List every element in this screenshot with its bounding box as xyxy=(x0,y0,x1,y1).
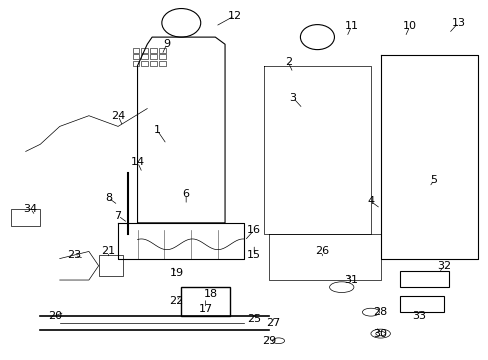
Text: 32: 32 xyxy=(436,261,450,271)
Text: 6: 6 xyxy=(183,189,189,199)
Bar xyxy=(181,287,229,316)
Bar xyxy=(159,54,165,59)
Bar xyxy=(150,48,157,53)
Bar xyxy=(99,255,122,276)
Text: 2: 2 xyxy=(284,57,291,67)
Bar xyxy=(159,48,165,53)
Bar xyxy=(11,208,40,226)
Text: 14: 14 xyxy=(130,157,144,167)
Bar xyxy=(150,61,157,66)
Bar xyxy=(132,54,139,59)
Text: 20: 20 xyxy=(48,311,62,321)
Text: 18: 18 xyxy=(203,289,217,299)
Bar xyxy=(132,48,139,53)
Text: 31: 31 xyxy=(344,275,358,285)
Bar xyxy=(399,271,448,287)
Text: 9: 9 xyxy=(163,39,170,49)
Text: 8: 8 xyxy=(104,193,112,203)
Text: 21: 21 xyxy=(101,247,115,256)
Bar xyxy=(141,48,148,53)
Text: 5: 5 xyxy=(430,175,437,185)
Text: 7: 7 xyxy=(114,211,122,221)
Text: 22: 22 xyxy=(169,296,183,306)
Text: 28: 28 xyxy=(373,307,387,317)
Text: 26: 26 xyxy=(315,247,329,256)
Text: 12: 12 xyxy=(227,11,242,21)
Text: 10: 10 xyxy=(402,21,416,31)
Text: 23: 23 xyxy=(67,250,81,260)
Text: 25: 25 xyxy=(246,314,261,324)
Text: 33: 33 xyxy=(412,311,426,321)
Text: 3: 3 xyxy=(289,93,296,103)
Text: 4: 4 xyxy=(366,197,374,206)
Text: 13: 13 xyxy=(450,18,465,28)
Text: 16: 16 xyxy=(247,225,261,235)
Text: 34: 34 xyxy=(23,203,38,213)
Bar xyxy=(150,54,157,59)
Text: 30: 30 xyxy=(373,329,387,339)
Text: 29: 29 xyxy=(261,336,275,346)
Bar xyxy=(141,54,148,59)
Bar xyxy=(399,296,443,312)
Text: 19: 19 xyxy=(169,268,183,278)
Bar xyxy=(159,61,165,66)
Text: 15: 15 xyxy=(247,250,261,260)
Text: 1: 1 xyxy=(153,125,160,135)
Bar xyxy=(141,61,148,66)
Text: 17: 17 xyxy=(198,303,212,314)
Text: 24: 24 xyxy=(111,111,125,121)
Bar xyxy=(132,61,139,66)
Text: 27: 27 xyxy=(266,318,280,328)
Text: 11: 11 xyxy=(344,21,358,31)
